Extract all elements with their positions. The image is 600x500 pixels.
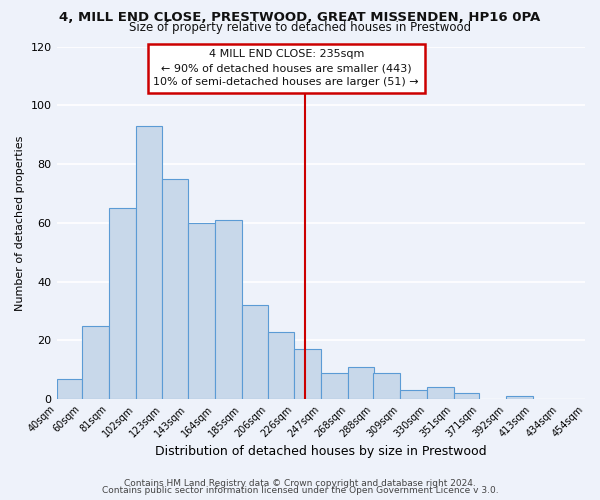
Bar <box>109 208 136 399</box>
Bar <box>215 220 242 399</box>
Bar <box>454 394 479 399</box>
Bar <box>56 378 82 399</box>
Bar <box>321 372 347 399</box>
Bar <box>347 367 374 399</box>
Text: Contains public sector information licensed under the Open Government Licence v : Contains public sector information licen… <box>101 486 499 495</box>
Bar <box>242 305 268 399</box>
Bar <box>294 349 321 399</box>
X-axis label: Distribution of detached houses by size in Prestwood: Distribution of detached houses by size … <box>155 444 487 458</box>
Y-axis label: Number of detached properties: Number of detached properties <box>15 135 25 310</box>
Bar <box>427 388 454 399</box>
Bar <box>400 390 427 399</box>
Bar <box>188 223 215 399</box>
Bar <box>268 332 294 399</box>
Text: Size of property relative to detached houses in Prestwood: Size of property relative to detached ho… <box>129 22 471 35</box>
Text: 4, MILL END CLOSE, PRESTWOOD, GREAT MISSENDEN, HP16 0PA: 4, MILL END CLOSE, PRESTWOOD, GREAT MISS… <box>59 11 541 24</box>
Bar <box>136 126 163 399</box>
Bar <box>82 326 109 399</box>
Text: 4 MILL END CLOSE: 235sqm
← 90% of detached houses are smaller (443)
10% of semi-: 4 MILL END CLOSE: 235sqm ← 90% of detach… <box>154 50 419 88</box>
Bar <box>163 179 188 399</box>
Bar <box>373 372 400 399</box>
Bar <box>506 396 533 399</box>
Text: Contains HM Land Registry data © Crown copyright and database right 2024.: Contains HM Land Registry data © Crown c… <box>124 478 476 488</box>
